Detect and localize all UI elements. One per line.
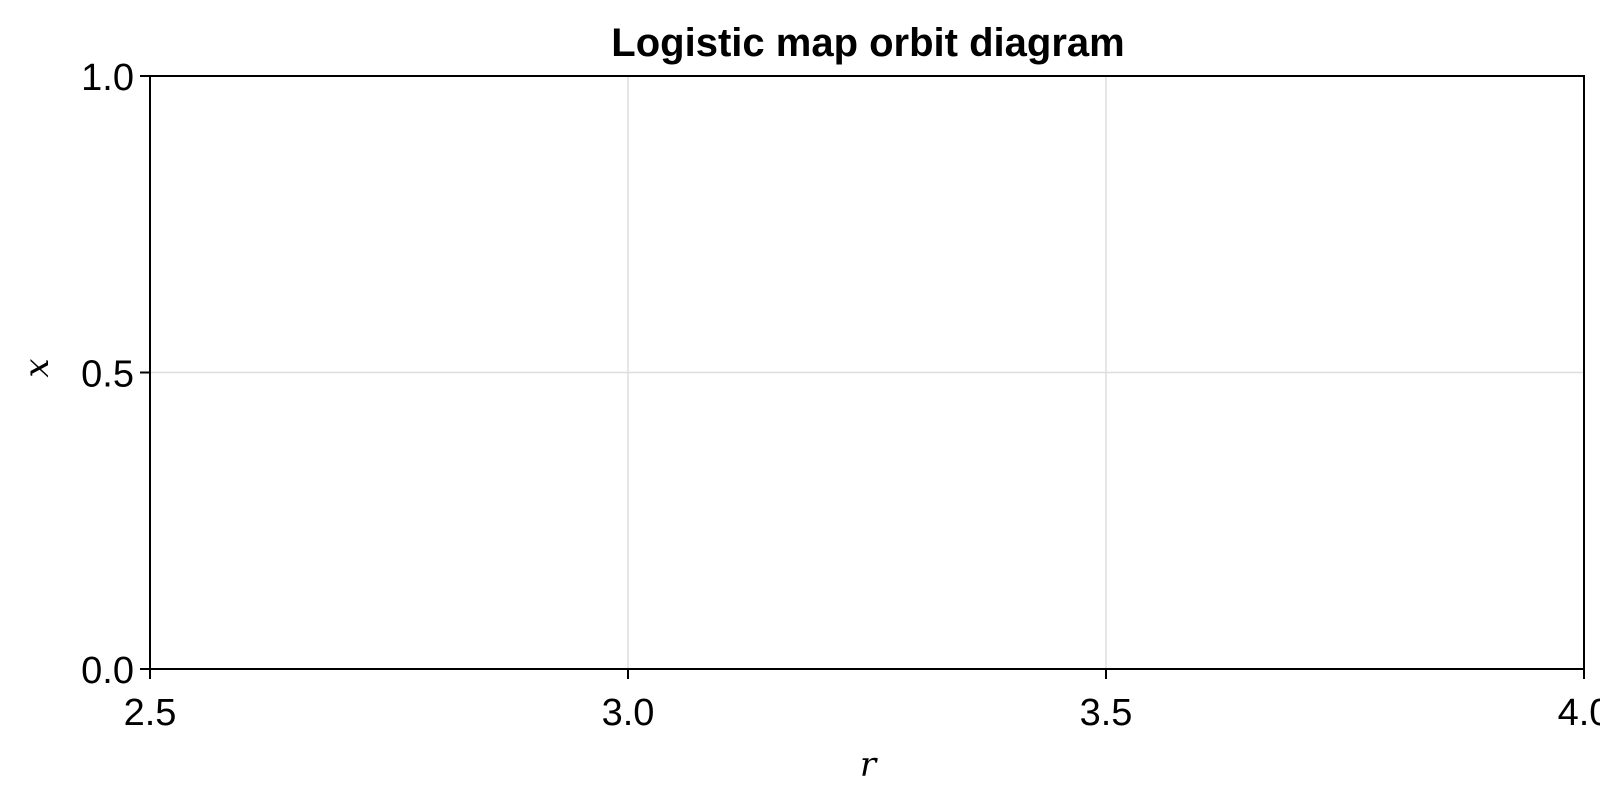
x-tick-label: 4.0: [1558, 692, 1600, 734]
y-tick-label: 1.0: [81, 57, 134, 99]
grid-lines: [150, 76, 1584, 669]
x-tick-label: 2.5: [124, 692, 177, 734]
y-axis-ticks: 0.0 0.5 1.0: [81, 57, 150, 692]
x-tick-label: 3.0: [602, 692, 655, 734]
chart-title: Logistic map orbit diagram: [611, 21, 1124, 65]
x-tick-label: 3.5: [1080, 692, 1133, 734]
y-tick-label: 0.0: [81, 650, 134, 692]
x-axis-label: r: [860, 745, 878, 785]
y-tick-label: 0.5: [81, 354, 134, 396]
y-axis-label: x: [17, 358, 57, 377]
x-axis-ticks: 2.5 3.0 3.5 4.0: [124, 669, 1600, 734]
